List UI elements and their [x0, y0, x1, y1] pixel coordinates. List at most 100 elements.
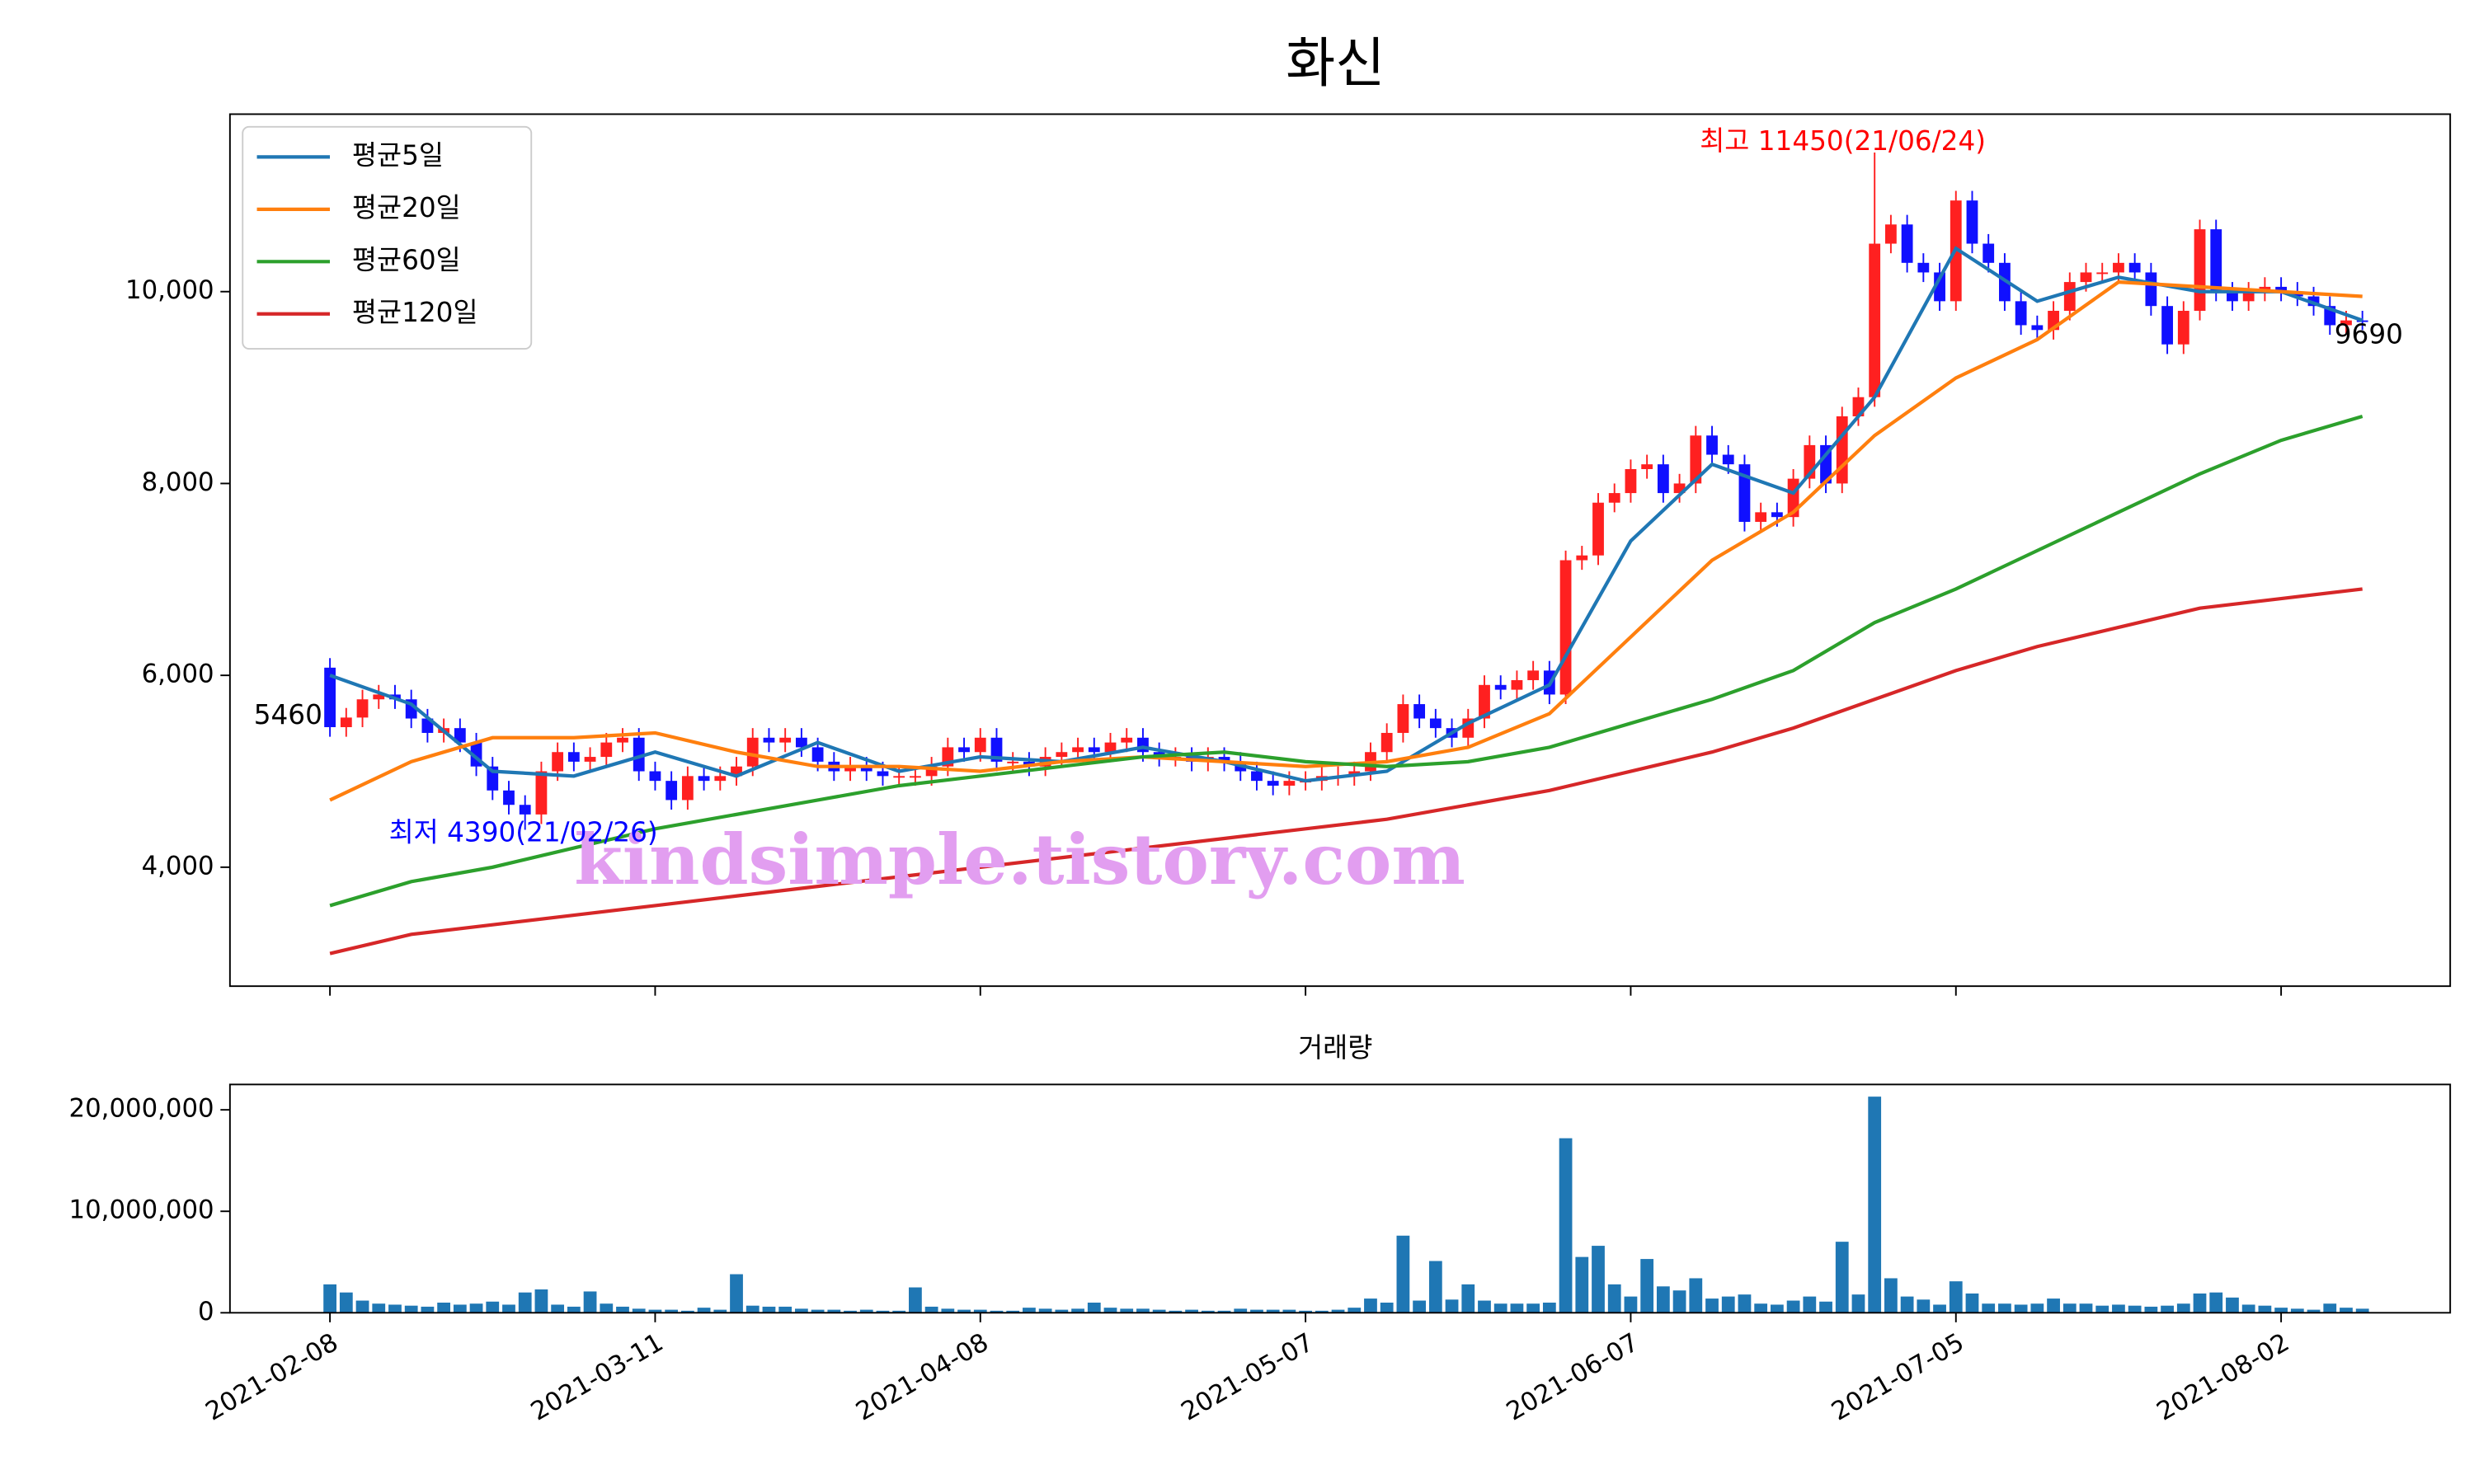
volume-bar: [1917, 1299, 1931, 1313]
annotation: 최고 11450(21/06/24): [1700, 125, 1986, 157]
y-tick-label: 20,000,000: [69, 1094, 214, 1124]
volume-bar: [421, 1306, 435, 1313]
candle-body: [746, 737, 759, 767]
candle-body: [1397, 704, 1409, 733]
candle-body: [2128, 262, 2141, 273]
candle-body: [454, 728, 466, 743]
volume-bar: [1526, 1303, 1540, 1313]
candle-body: [779, 737, 792, 743]
volume-bar: [1982, 1303, 1996, 1313]
volume-bar: [453, 1304, 467, 1313]
volume-bar: [1542, 1303, 1556, 1313]
plot-frame: [228, 1083, 2452, 1314]
volume-bar: [1803, 1296, 1817, 1313]
volume-bar: [1364, 1298, 1377, 1313]
volume-bar: [1851, 1294, 1865, 1313]
candle-body: [373, 694, 385, 700]
candle-body: [925, 766, 938, 777]
volume-bar: [892, 1310, 906, 1313]
candle-body: [1641, 464, 1653, 469]
candle-body: [860, 766, 872, 772]
candle-body: [1771, 512, 1783, 518]
candle-body: [567, 752, 580, 762]
candle-body: [1121, 737, 1133, 743]
volume-bar: [1103, 1308, 1117, 1313]
candle-body: [519, 805, 531, 815]
volume-bar: [372, 1303, 386, 1313]
volume-bar: [486, 1301, 500, 1313]
volume-bar: [762, 1306, 776, 1313]
volume-bar: [1770, 1304, 1784, 1313]
y-tick-label: 0: [198, 1297, 214, 1327]
chart-title: 화신: [1286, 32, 1385, 95]
candle-body: [1673, 483, 1686, 494]
y-tick-label: 4,000: [142, 851, 214, 881]
candle-body: [2210, 229, 2222, 292]
volume-bar: [2030, 1303, 2044, 1313]
candle-body: [1885, 224, 1897, 244]
candle-body: [1901, 224, 1913, 263]
moving-average-line: [329, 246, 2363, 783]
volume-bar: [794, 1308, 808, 1313]
candle-body: [1283, 781, 1296, 786]
candle-body: [1738, 464, 1751, 522]
volume-bar: [859, 1309, 873, 1313]
volume-bar: [2290, 1308, 2304, 1313]
candle-body: [1511, 679, 1523, 690]
volume-bar: [567, 1306, 581, 1313]
candle-body: [1218, 757, 1230, 762]
candle-body: [2015, 301, 2027, 326]
volume-bar: [1672, 1290, 1686, 1313]
plot-frame: [228, 113, 2452, 988]
watermark: kindsimple.tistory.com: [574, 819, 1465, 900]
candle-body: [2340, 320, 2352, 326]
volume-bar: [323, 1284, 336, 1313]
candle-body: [2113, 262, 2124, 273]
volume-bar: [1998, 1303, 2011, 1313]
candle-body: [893, 776, 905, 778]
candle-body: [1706, 435, 1718, 455]
candle-body: [2096, 272, 2109, 275]
candle-body: [910, 776, 921, 778]
volume-bar: [2144, 1306, 2158, 1313]
candle-body: [1267, 781, 1279, 786]
volume-bar: [957, 1309, 971, 1313]
volume-bar: [941, 1308, 955, 1313]
volume-bar: [1624, 1296, 1638, 1313]
legend-box: [242, 125, 533, 350]
volume-bar: [745, 1305, 760, 1313]
volume-bar: [2079, 1303, 2093, 1313]
candle-body: [649, 771, 661, 782]
candle-body: [1251, 771, 1263, 782]
volume-bar: [1461, 1284, 1475, 1313]
volume-bar: [1592, 1246, 1605, 1313]
candle-body: [1007, 761, 1019, 763]
volume-bar: [1136, 1308, 1150, 1313]
volume-bar: [2209, 1292, 2223, 1313]
candle-body: [844, 766, 856, 772]
volume-bar: [1250, 1309, 1263, 1313]
annotation: 최저 4390(21/02/26): [389, 817, 658, 848]
candle-body: [503, 790, 515, 805]
candle-body: [633, 737, 645, 772]
volume-bar: [2014, 1304, 2028, 1313]
volume-bar: [1266, 1309, 1280, 1313]
legend-label: 평균120일: [352, 297, 478, 328]
candle-body: [600, 742, 613, 758]
volume-bar: [1965, 1293, 1979, 1313]
candle-body: [2161, 306, 2173, 345]
candle-body: [1104, 742, 1117, 753]
candle-body: [1494, 684, 1507, 690]
volume-bar: [437, 1303, 451, 1313]
volume-bar: [1315, 1310, 1329, 1313]
volume-bar: [1120, 1308, 1134, 1313]
y-tick-label: 8,000: [142, 467, 214, 497]
candle-body: [1869, 243, 1881, 397]
volume-bar: [1884, 1278, 1898, 1313]
moving-average-line: [329, 587, 2363, 956]
candle-body: [1625, 468, 1637, 494]
volume-bar: [1933, 1304, 1946, 1313]
volume-bar: [1217, 1310, 1231, 1313]
candle-body: [795, 737, 807, 748]
